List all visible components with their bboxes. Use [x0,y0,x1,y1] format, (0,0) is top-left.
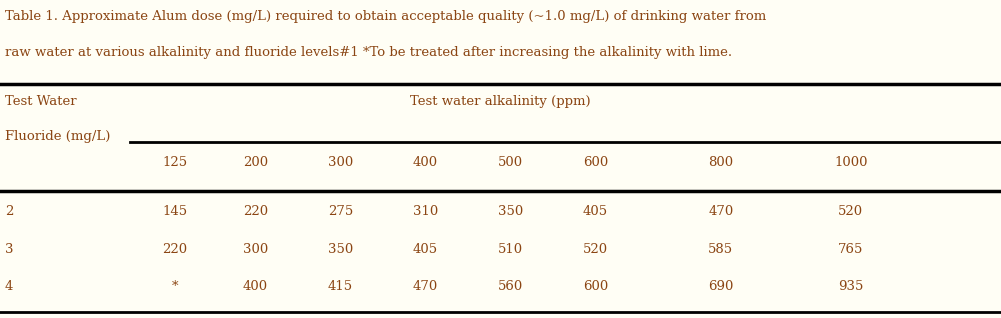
Text: Table 1. Approximate Alum dose (mg/L) required to obtain acceptable quality (~1.: Table 1. Approximate Alum dose (mg/L) re… [5,10,766,23]
Text: 2: 2 [5,205,13,218]
Text: 350: 350 [327,243,353,256]
Text: 600: 600 [583,156,609,169]
Text: Fluoride (mg/L): Fluoride (mg/L) [5,130,110,143]
Text: 220: 220 [162,243,188,256]
Text: 405: 405 [583,205,609,218]
Text: 470: 470 [708,205,734,218]
Text: 200: 200 [242,156,268,169]
Text: 3: 3 [5,243,13,256]
Text: 585: 585 [708,243,734,256]
Text: 600: 600 [583,280,609,293]
Text: 145: 145 [162,205,188,218]
Text: 800: 800 [708,156,734,169]
Text: Test Water: Test Water [5,95,77,108]
Text: *: * [172,280,178,293]
Text: raw water at various alkalinity and fluoride levels#1 *To be treated after incre: raw water at various alkalinity and fluo… [5,46,732,59]
Text: 300: 300 [327,156,353,169]
Text: 400: 400 [412,156,438,169]
Text: Test water alkalinity (ppm): Test water alkalinity (ppm) [410,95,591,108]
Text: 310: 310 [412,205,438,218]
Text: 470: 470 [412,280,438,293]
Text: 220: 220 [242,205,268,218]
Text: 4: 4 [5,280,13,293]
Text: 500: 500 [497,156,524,169]
Text: 300: 300 [242,243,268,256]
Text: 415: 415 [327,280,353,293]
Text: 510: 510 [497,243,524,256]
Text: 125: 125 [162,156,188,169]
Text: 1000: 1000 [834,156,868,169]
Text: 350: 350 [497,205,524,218]
Text: 935: 935 [838,280,864,293]
Text: 765: 765 [838,243,864,256]
Text: 400: 400 [242,280,268,293]
Text: 560: 560 [497,280,524,293]
Text: 275: 275 [327,205,353,218]
Text: 520: 520 [838,205,864,218]
Text: 405: 405 [412,243,438,256]
Text: 690: 690 [708,280,734,293]
Text: 520: 520 [583,243,609,256]
